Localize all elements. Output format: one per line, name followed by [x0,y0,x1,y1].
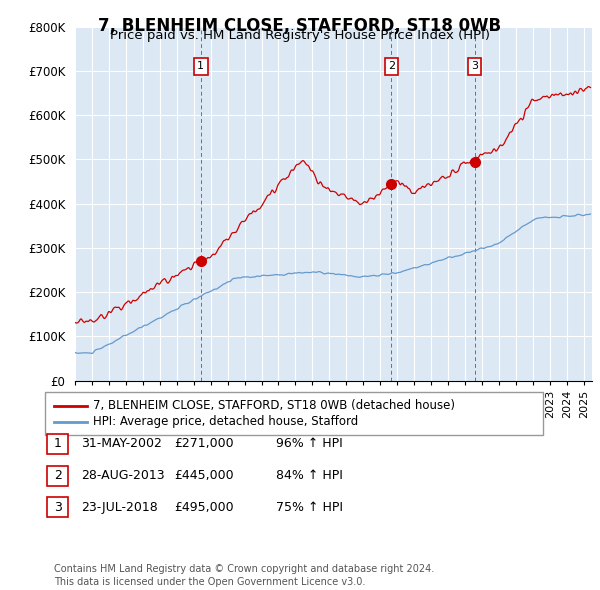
Text: Contains HM Land Registry data © Crown copyright and database right 2024.
This d: Contains HM Land Registry data © Crown c… [54,564,434,587]
Text: 75% ↑ HPI: 75% ↑ HPI [276,501,343,514]
Text: 7, BLENHEIM CLOSE, STAFFORD, ST18 0WB (detached house): 7, BLENHEIM CLOSE, STAFFORD, ST18 0WB (d… [93,399,455,412]
Text: 1: 1 [53,437,62,450]
Text: 2: 2 [388,61,395,71]
Text: 1: 1 [197,61,205,71]
Text: £271,000: £271,000 [174,437,233,450]
Text: 2: 2 [53,469,62,482]
Text: 3: 3 [53,501,62,514]
Text: 28-AUG-2013: 28-AUG-2013 [81,469,164,482]
Text: 3: 3 [471,61,478,71]
Text: 31-MAY-2002: 31-MAY-2002 [81,437,162,450]
Text: £495,000: £495,000 [174,501,233,514]
Text: 96% ↑ HPI: 96% ↑ HPI [276,437,343,450]
Text: 23-JUL-2018: 23-JUL-2018 [81,501,158,514]
Text: £445,000: £445,000 [174,469,233,482]
Text: HPI: Average price, detached house, Stafford: HPI: Average price, detached house, Staf… [93,415,358,428]
Text: 7, BLENHEIM CLOSE, STAFFORD, ST18 0WB: 7, BLENHEIM CLOSE, STAFFORD, ST18 0WB [98,17,502,35]
Text: Price paid vs. HM Land Registry's House Price Index (HPI): Price paid vs. HM Land Registry's House … [110,29,490,42]
Text: 84% ↑ HPI: 84% ↑ HPI [276,469,343,482]
